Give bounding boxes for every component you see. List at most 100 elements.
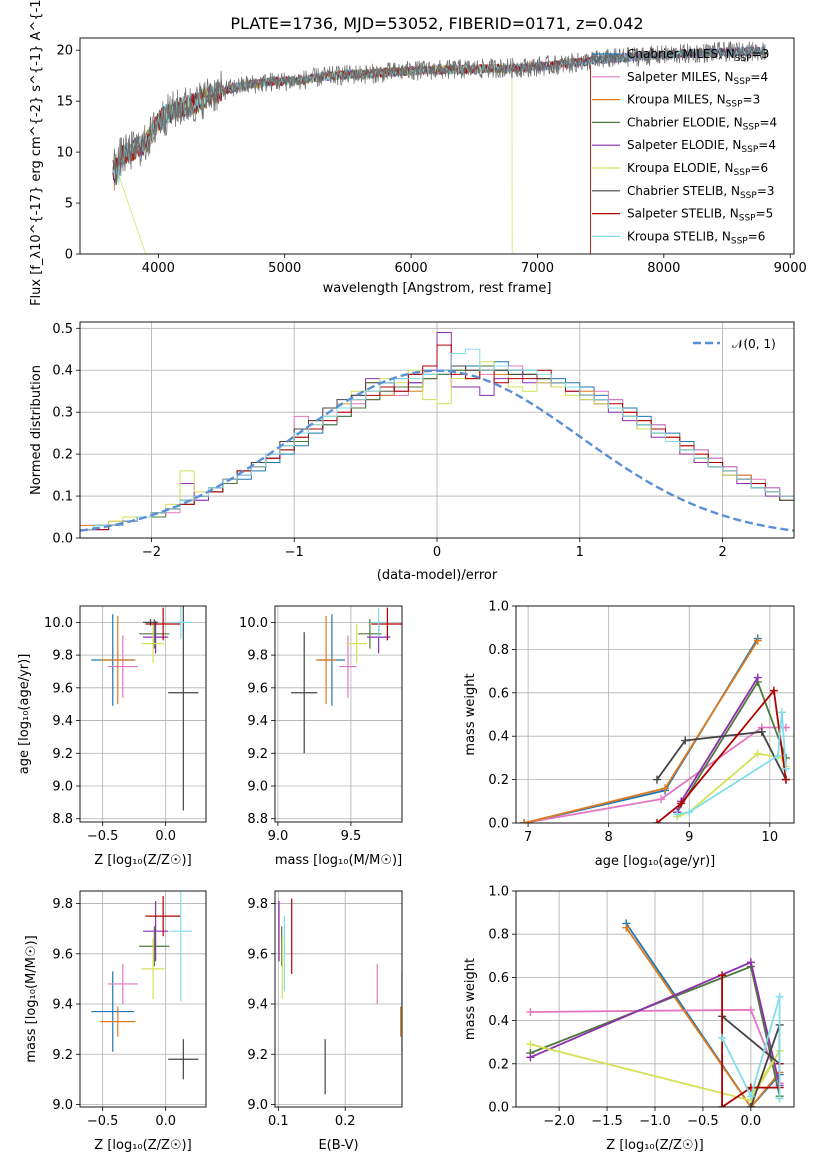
- panel-age_vs_Z: −0.5 0.0 8.8 9.0 9.2 9.4 9.6 9.8 10.0 Z [log₁₀(Z/…: [17, 605, 207, 868]
- data-point: [371, 607, 402, 641]
- y-axis-label: mass weight: [463, 958, 478, 1040]
- x-tick-label: 0.2: [335, 1114, 356, 1129]
- legend-label: Chabrier ELODIE, NSSP=4: [627, 115, 777, 132]
- x-tick-label: 8000: [647, 261, 680, 276]
- x-tick-label: −0.5: [87, 1114, 119, 1129]
- x-tick-label: 9.0: [268, 829, 289, 844]
- y-tick-label: 9.6: [52, 947, 73, 962]
- model-spectrum-line: [112, 46, 766, 185]
- x-axis-label: Z [log₁₀(Z/Z☉)]: [606, 1138, 703, 1153]
- plus-marker: [775, 1094, 784, 1103]
- y-tick-label: 0: [65, 248, 73, 263]
- y-tick-label: 0.0: [488, 817, 509, 832]
- x-tick-label: −1: [285, 545, 304, 560]
- plus-marker: [753, 636, 762, 645]
- plot-area: [278, 898, 402, 1095]
- y-tick-label: 0.2: [488, 773, 509, 788]
- data-point: [168, 606, 199, 811]
- y-tick-label: 10.0: [44, 616, 73, 631]
- x-axis-label: (data-model)/error: [377, 568, 498, 583]
- weight-series-line: [656, 730, 787, 781]
- y-tick-label: 10.0: [239, 616, 268, 631]
- observed-spectrum-line: [112, 40, 769, 181]
- plus-marker: [746, 1092, 755, 1101]
- y-axis-label: mass weight: [463, 673, 478, 755]
- model-spectrum-line: [112, 56, 591, 254]
- plus-marker: [769, 686, 778, 695]
- grid-lines: [275, 891, 402, 1107]
- weight-series-line: [530, 1043, 781, 1102]
- x-axis-label: Z [log₁₀(Z/Z☉)]: [94, 853, 191, 868]
- axes-frame: [515, 890, 795, 1108]
- y-tick-label: 5: [65, 197, 73, 212]
- x-tick-label: 7: [524, 830, 532, 845]
- legend-label: Salpeter ELODIE, NSSP=4: [627, 138, 776, 155]
- y-tick-label: 9.4: [52, 714, 73, 729]
- plot-area: [526, 919, 784, 1107]
- plus-marker: [520, 819, 529, 823]
- plus-marker: [781, 775, 790, 784]
- panel-spectrum: 4000 5000 6000 7000 8000 9000 0 5 10 15 20 waveleng…: [29, 0, 807, 306]
- model-spectrum-line: [112, 56, 591, 254]
- grid-lines: [275, 606, 402, 822]
- plus-marker: [526, 1040, 535, 1049]
- plus-marker: [653, 819, 662, 823]
- plus-marker: [677, 799, 686, 808]
- y-tick-label: 9.2: [52, 1048, 73, 1063]
- x-tick-label: 0: [433, 545, 441, 560]
- x-tick-label: 2: [718, 545, 726, 560]
- plus-marker: [718, 1033, 727, 1042]
- y-tick-label: 1.0: [488, 600, 509, 615]
- y-axis-label: age [log₁₀(age/yr)]: [17, 654, 32, 775]
- data-point: [346, 624, 367, 664]
- plus-marker: [685, 808, 694, 817]
- data-point: [291, 632, 318, 754]
- panel-mass_vs_Z: −0.5 0.0 9.0 9.2 9.4 9.6 9.8 Z [log₁₀(Z/Z☉)] mas…: [24, 890, 207, 1153]
- y-tick-label: 9.0: [247, 780, 268, 795]
- data-point: [100, 615, 136, 705]
- plot-area: [91, 891, 199, 1080]
- y-tick-label: 9.6: [247, 681, 268, 696]
- plus-marker: [746, 958, 755, 967]
- plus-marker: [718, 971, 727, 980]
- panel-mass_vs_ebv: 0.1 0.2 9.0 9.2 9.4 9.6 9.8 E(B-V): [247, 890, 403, 1153]
- y-tick-label: 20: [56, 44, 73, 59]
- plot-area: [80, 332, 794, 532]
- x-axis-label: mass [log₁₀(M/M☉)]: [275, 853, 402, 868]
- grid-lines: [516, 890, 794, 1108]
- legend-label: Kroupa MILES, NSSP=3: [627, 93, 760, 110]
- y-tick-label: 9.4: [247, 998, 268, 1013]
- weight-series-line: [721, 996, 781, 1099]
- plus-marker: [777, 708, 786, 717]
- data-point: [143, 901, 169, 962]
- panel-weight_vs_Z: −2.0 −1.5 −1.0 −0.5 0.0 0.0 0.2 0.4 0.6 0.8 1.0 Z […: [463, 885, 795, 1153]
- y-tick-label: 0.0: [52, 532, 73, 547]
- data-point: [169, 606, 193, 639]
- plus-marker: [781, 764, 790, 773]
- data-point: [100, 1006, 136, 1037]
- y-tick-label: 9.0: [247, 1098, 268, 1113]
- y-tick-label: 0.6: [488, 686, 509, 701]
- plus-marker: [775, 992, 784, 1001]
- y-tick-label: 9.6: [247, 947, 268, 962]
- chart-panels: 4000 5000 6000 7000 8000 900005101520waveleng…: [17, 0, 807, 1153]
- y-tick-label: 0.2: [488, 1057, 509, 1072]
- x-tick-label: −0.5: [87, 829, 119, 844]
- y-tick-label: 0.1: [52, 490, 73, 505]
- model-spectrum-line: [115, 63, 513, 254]
- axes-frame: [79, 605, 207, 823]
- axes-frame: [79, 321, 795, 539]
- plus-marker: [753, 673, 762, 682]
- plus-marker: [622, 923, 631, 932]
- x-tick-label: 1: [576, 545, 584, 560]
- data-point: [169, 891, 193, 1002]
- data-point: [143, 620, 169, 654]
- data-point: [371, 607, 386, 638]
- y-tick-label: 9.6: [52, 681, 73, 696]
- legend-label: Salpeter MILES, NSSP=4: [627, 70, 768, 87]
- y-tick-label: 9.4: [52, 998, 73, 1013]
- x-tick-label: 10: [762, 830, 779, 845]
- axes-frame: [79, 890, 207, 1108]
- x-tick-label: 0.0: [155, 829, 176, 844]
